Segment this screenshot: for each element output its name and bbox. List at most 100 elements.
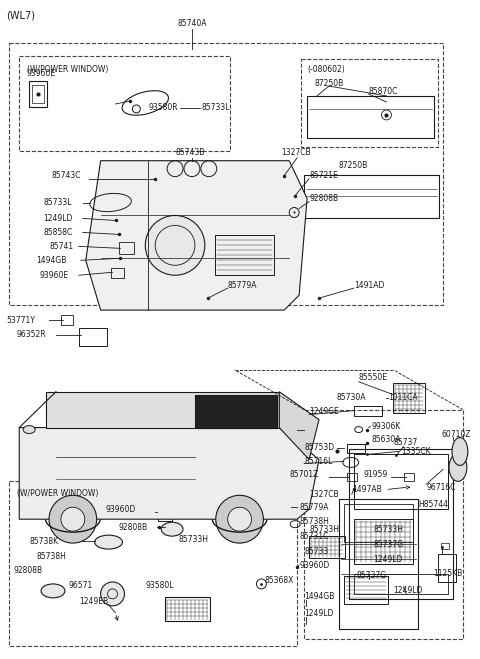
- Text: 85738K: 85738K: [29, 536, 58, 546]
- Circle shape: [49, 496, 96, 543]
- Bar: [404, 473, 414, 481]
- Text: 1249LD: 1249LD: [304, 610, 334, 618]
- Bar: [354, 519, 413, 564]
- Bar: [119, 393, 153, 420]
- Bar: [354, 574, 448, 594]
- Text: 92808B: 92808B: [13, 567, 42, 575]
- Text: 85733L: 85733L: [43, 198, 72, 207]
- Text: 93960E: 93960E: [26, 69, 55, 78]
- Bar: [347, 444, 365, 453]
- Text: 85701Z: 85701Z: [289, 470, 319, 479]
- Text: 53771Y: 53771Y: [6, 316, 35, 324]
- Bar: [344, 576, 388, 604]
- Text: 85737: 85737: [394, 438, 418, 447]
- Text: 1494GB: 1494GB: [304, 592, 335, 602]
- Text: 85858C: 85858C: [43, 228, 72, 237]
- Text: 85733H: 85733H: [309, 525, 339, 534]
- Bar: [441, 543, 449, 549]
- Ellipse shape: [23, 426, 35, 434]
- Text: 85730A: 85730A: [337, 393, 366, 402]
- Circle shape: [61, 507, 85, 531]
- Text: 93960D: 93960D: [106, 505, 136, 514]
- Bar: [307, 96, 434, 138]
- Bar: [215, 235, 275, 275]
- Polygon shape: [86, 161, 307, 310]
- Text: 85740A: 85740A: [177, 19, 207, 28]
- Bar: [304, 410, 463, 639]
- Bar: [304, 175, 439, 219]
- Text: 85550E: 85550E: [359, 373, 388, 382]
- Text: 85733L: 85733L: [202, 103, 230, 113]
- Text: 1125KB: 1125KB: [433, 569, 462, 579]
- Text: (-080602): (-080602): [307, 65, 345, 74]
- Text: 85741: 85741: [49, 242, 73, 251]
- Bar: [347, 473, 357, 481]
- Bar: [354, 406, 382, 416]
- Text: (W/POWER WINDOW): (W/POWER WINDOW): [17, 489, 99, 498]
- Bar: [19, 56, 229, 151]
- Bar: [349, 449, 453, 599]
- Bar: [9, 43, 443, 305]
- Text: (W/POWER WINDOW): (W/POWER WINDOW): [27, 65, 108, 74]
- Circle shape: [145, 215, 205, 275]
- Bar: [56, 393, 110, 424]
- Bar: [301, 59, 438, 147]
- Bar: [394, 383, 425, 413]
- Text: 87250B: 87250B: [339, 161, 368, 170]
- Bar: [354, 455, 448, 509]
- Text: 96352R: 96352R: [16, 330, 46, 339]
- Text: 92808B: 92808B: [119, 523, 148, 532]
- Text: 93580R: 93580R: [148, 103, 178, 113]
- Text: 1249GE: 1249GE: [309, 407, 339, 416]
- Text: 1335CK: 1335CK: [401, 447, 431, 456]
- Text: 85721E: 85721E: [309, 171, 338, 180]
- Text: 1327CB: 1327CB: [309, 490, 339, 499]
- Bar: [165, 597, 210, 621]
- Text: 1249LD: 1249LD: [394, 587, 423, 595]
- Text: 85779A: 85779A: [228, 281, 257, 290]
- Text: 93960D: 93960D: [299, 561, 329, 569]
- Text: 85733H: 85733H: [373, 525, 404, 534]
- Text: H85744: H85744: [418, 500, 448, 509]
- Bar: [438, 554, 456, 582]
- Text: 85743B: 85743B: [175, 148, 204, 158]
- Bar: [344, 504, 413, 542]
- Polygon shape: [195, 395, 277, 428]
- Text: 85716L: 85716L: [304, 457, 333, 466]
- Text: 93580L: 93580L: [145, 581, 174, 590]
- Text: 93960E: 93960E: [39, 271, 68, 279]
- Bar: [339, 500, 418, 629]
- Text: 92808B: 92808B: [309, 194, 338, 203]
- Ellipse shape: [41, 584, 65, 598]
- Text: (WL7): (WL7): [6, 11, 36, 20]
- Circle shape: [228, 507, 252, 531]
- Text: 96571: 96571: [69, 581, 93, 590]
- Ellipse shape: [161, 522, 183, 536]
- Circle shape: [216, 496, 264, 543]
- Text: 1249LD: 1249LD: [43, 214, 72, 223]
- Bar: [158, 503, 172, 521]
- Ellipse shape: [95, 535, 122, 549]
- Text: 85738H: 85738H: [36, 552, 66, 561]
- Text: 91959: 91959: [364, 470, 388, 479]
- Text: 1327CB: 1327CB: [281, 148, 311, 158]
- Text: 1249LD: 1249LD: [373, 554, 403, 563]
- Text: 85779A: 85779A: [299, 503, 329, 512]
- Polygon shape: [19, 428, 319, 519]
- Text: 85737G: 85737G: [357, 571, 387, 581]
- Text: 87250B: 87250B: [314, 78, 344, 88]
- Bar: [160, 393, 190, 420]
- Text: 85753D: 85753D: [304, 443, 334, 452]
- Bar: [23, 455, 45, 469]
- Bar: [79, 328, 107, 346]
- Text: 1249EB: 1249EB: [79, 597, 108, 606]
- Text: 1494GB: 1494GB: [36, 256, 67, 265]
- Ellipse shape: [449, 453, 467, 481]
- Bar: [9, 481, 297, 646]
- Text: 1497AB: 1497AB: [352, 485, 382, 494]
- Text: 85737G: 85737G: [373, 540, 404, 548]
- Circle shape: [101, 582, 124, 606]
- Text: 85733H: 85733H: [178, 534, 208, 544]
- Text: 99306K: 99306K: [372, 422, 401, 431]
- Polygon shape: [46, 391, 279, 428]
